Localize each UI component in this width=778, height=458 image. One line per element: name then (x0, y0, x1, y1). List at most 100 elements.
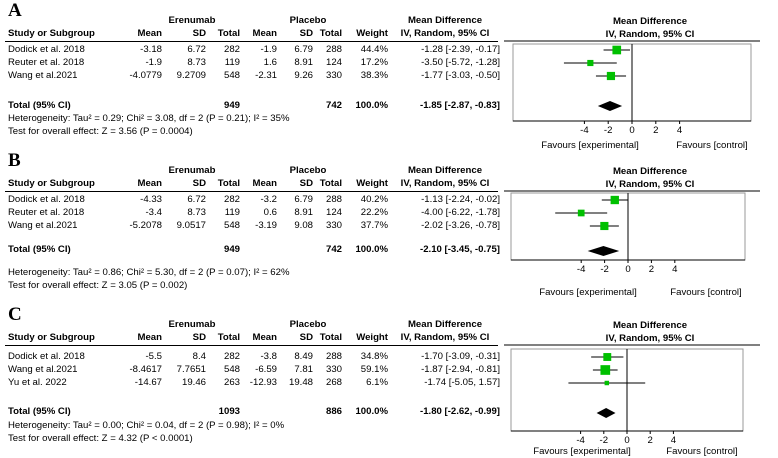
control-mean: -12.93 (249, 377, 277, 388)
header-rule (5, 191, 498, 192)
md-header: Mean Difference (407, 319, 483, 330)
weight: 6.1% (366, 377, 388, 388)
control-mean: 0.6 (263, 207, 277, 218)
weight: 38.3% (360, 70, 388, 81)
favours-experimental-label: Favours [experimental] (533, 446, 631, 457)
treatment-mean: -3.18 (140, 44, 162, 55)
control-mean: -3.8 (260, 351, 277, 362)
control-total-header: Total (319, 28, 342, 39)
control-sd: 6.79 (294, 194, 313, 205)
control-group-header: Placebo (289, 15, 327, 26)
treatment-mean: -4.33 (140, 194, 162, 205)
md-method-header: IV, Random, 95% CI (400, 28, 490, 39)
control-sd: 7.81 (294, 364, 313, 375)
control-mean-header: Mean (252, 28, 277, 39)
treatment-sd: 9.2709 (176, 70, 206, 81)
control-total: 124 (325, 57, 342, 68)
mean-difference-ci: -1.87 [-2.94, -0.81] (421, 364, 500, 375)
control-total-sum: 886 (325, 406, 342, 417)
study-name: Wang et al.2021 (8, 70, 78, 81)
control-total: 288 (325, 194, 342, 205)
plot-header: Mean Difference (613, 320, 687, 331)
panel-label: A (8, 0, 22, 21)
treatment-total: 282 (223, 44, 240, 55)
overall-effect-test: Test for overall effect: Z = 4.32 (P < 0… (8, 433, 193, 444)
control-sd-header: SD (299, 332, 313, 343)
x-tick-label: -2 (600, 435, 609, 446)
treatment-total-header: Total (217, 178, 240, 189)
x-tick-label: -4 (576, 435, 585, 446)
treatment-total: 548 (223, 364, 240, 375)
treatment-total: 282 (223, 194, 240, 205)
control-total-header: Total (319, 178, 342, 189)
weight: 34.8% (360, 351, 388, 362)
favours-experimental-label: Favours [experimental] (539, 287, 637, 298)
treatment-total: 282 (223, 351, 240, 362)
control-total: 268 (325, 377, 342, 388)
plot-header: Mean Difference (613, 166, 687, 177)
control-mean: -1.9 (260, 44, 277, 55)
study-name: Dodick et al. 2018 (8, 351, 85, 362)
study-marker (604, 380, 610, 386)
treatment-mean: -14.67 (134, 377, 162, 388)
control-sd: 9.08 (294, 220, 313, 231)
pooled-mean-difference-ci: -2.10 [-3.45, -0.75] (420, 244, 500, 255)
control-sd: 8.91 (294, 207, 313, 218)
total-label: Total (95% CI) (8, 406, 71, 417)
study-name: Yu et al. 2022 (8, 377, 67, 388)
weight-header: Weight (356, 332, 388, 343)
mean-difference-ci: -1.13 [-2.24, -0.02] (421, 194, 500, 205)
treatment-total: 119 (224, 57, 240, 68)
treatment-sd-header: SD (192, 28, 206, 39)
weight: 17.2% (360, 57, 388, 68)
total-weight: 100.0% (355, 406, 388, 417)
treatment-total: 263 (223, 377, 240, 388)
treatment-sd: 8.4 (192, 351, 206, 362)
x-tick-label: 4 (677, 125, 683, 136)
control-total: 124 (325, 207, 342, 218)
favours-control-label: Favours [control] (676, 140, 747, 151)
x-tick-label: 0 (624, 435, 629, 446)
forest-plot: Mean Difference IV, Random, 95% CI -4 -2 0… (504, 320, 760, 457)
treatment-total-sum: 1093 (218, 406, 240, 417)
md-header: Mean Difference (407, 15, 483, 26)
favours-control-label: Favours [control] (666, 446, 737, 457)
plot-header: Mean Difference (613, 16, 687, 27)
study-name: Wang et al.2021 (8, 364, 78, 375)
x-tick-label: -4 (577, 264, 586, 275)
plot-method-header: IV, Random, 95% CI (606, 179, 695, 190)
plot-marks: -4 -2 0 2 4 (512, 43, 752, 136)
treatment-mean: -4.0779 (129, 70, 162, 81)
panel-label: B (8, 150, 21, 171)
heterogeneity-stats: Heterogeneity: Tau² = 0.29; Chi² = 3.08,… (8, 113, 290, 124)
pooled-mean-difference-ci: -1.85 [-2.87, -0.83] (420, 100, 500, 111)
treatment-mean-header: Mean (137, 178, 162, 189)
control-sd-header: SD (299, 178, 313, 189)
control-sd: 19.48 (288, 377, 313, 388)
x-tick-label: 2 (648, 435, 653, 446)
weight-header: Weight (356, 28, 388, 39)
treatment-sd: 6.72 (187, 44, 206, 55)
mean-difference-ci: -1.77 [-3.03, -0.50] (421, 70, 500, 81)
weight: 44.4% (360, 44, 388, 55)
header-rule (5, 345, 498, 346)
study-name: Reuter et al. 2018 (8, 57, 85, 68)
x-tick-label: 2 (653, 125, 658, 136)
treatment-sd: 19.46 (181, 377, 206, 388)
study-name: Wang et al.2021 (8, 220, 78, 231)
header-rule (5, 41, 498, 42)
control-mean-header: Mean (252, 178, 277, 189)
study-marker (612, 45, 622, 55)
panel-b: B Erenumab Placebo Mean Difference Study… (0, 150, 778, 302)
treatment-mean-header: Mean (137, 28, 162, 39)
x-tick-label: 2 (649, 264, 654, 275)
md-method-header: IV, Random, 95% CI (400, 332, 490, 343)
total-label: Total (95% CI) (8, 100, 71, 111)
heterogeneity-stats: Heterogeneity: Tau² = 0.00; Chi² = 0.04,… (8, 420, 285, 431)
study-marker (587, 59, 594, 67)
panel-a: A Erenumab Placebo Mean Difference Study… (0, 0, 778, 152)
control-total-sum: 742 (325, 244, 342, 255)
pooled-diamond (596, 408, 616, 418)
treatment-group-header: Erenumab (168, 319, 216, 330)
